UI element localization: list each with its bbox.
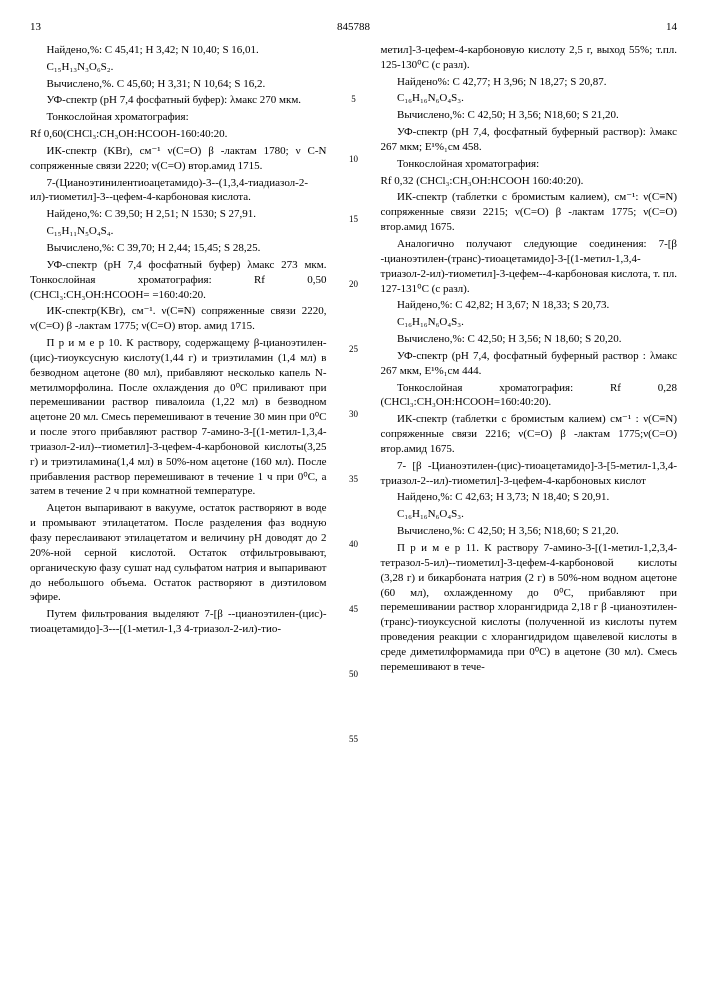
line-marker: 30 <box>347 408 361 420</box>
page-header: 13 845788 14 <box>30 20 677 35</box>
left-column: Найдено,%: С 45,41; Н 3,42; N 10,40; S 1… <box>30 43 327 677</box>
text-block: Найдено%: С 42,77; Н 3,96; N 18,27; S 20… <box>381 75 678 90</box>
two-column-layout: Найдено,%: С 45,41; Н 3,42; N 10,40; S 1… <box>30 43 677 677</box>
chemical-formula: С₁₅Н₁₃N₃O₆S₂. <box>30 60 327 75</box>
text-block: УФ-спектр (рН 7,4, фосфатный буферный ра… <box>381 349 678 379</box>
text-block: УФ-спектр (рН 7,4, фосфатный буферный ра… <box>381 125 678 155</box>
text-block: 7-(Цианоэтинилентиоацетамидо)-3--(1,3,4-… <box>30 176 327 206</box>
text-block: Rf 0,60(СНСl₃:СН₃ОН:НСООН-160:40:20. <box>30 127 327 142</box>
text-block: ИК-спектр(KBr), см⁻¹. ν(С≡N) сопряженные… <box>30 304 327 334</box>
line-number-gutter: 5 10 15 20 25 30 35 40 45 50 55 <box>347 43 361 677</box>
line-marker: 45 <box>347 603 361 615</box>
text-block: Найдено,%: С 42,82; Н 3,67; N 18,33; S 2… <box>381 298 678 313</box>
line-marker: 25 <box>347 343 361 355</box>
chemical-formula: С₁₆Н₁₆N₆O₄S₃. <box>381 315 678 330</box>
line-marker: 10 <box>347 153 361 165</box>
text-block: Найдено,%: С 42,63; Н 3,73; N 18,40; S 2… <box>381 490 678 505</box>
text-block: УФ-спектр (рН 7,4 фосфатный буфер) λмакс… <box>30 258 327 303</box>
text-block: 7- [β -Цианоэтилен-(цис)-тиоацетамидо]-3… <box>381 459 678 489</box>
line-marker: 15 <box>347 213 361 225</box>
text-block: метил]-3-цефем-4-карбоновую кислоту 2,5 … <box>381 43 678 73</box>
line-marker: 20 <box>347 278 361 290</box>
text-block: ИК-спектр (KBr), см⁻¹ ν(С=О) β -лактам 1… <box>30 144 327 174</box>
text-block: Вычислено,%: С 42,50; Н 3,56; N18,60; S … <box>381 108 678 123</box>
text-block: Тонкослойная хроматография: <box>30 110 327 125</box>
text-block: Вычислено,%: С 39,70; Н 2,44; 15,45; S 2… <box>30 241 327 256</box>
text-block: УФ-спектр (рН 7,4 фосфатный буфер): λмак… <box>30 93 327 108</box>
line-marker: 50 <box>347 668 361 680</box>
text-block: Вычислено,%. С 45,60; Н 3,31; N 10,64; S… <box>30 77 327 92</box>
text-block: Вычислено,%: С 42,50; Н 3,56; N 18,60; S… <box>381 332 678 347</box>
text-block: Rf 0,32 (СНСl₃:СН₃ОН:НСООН 160:40:20). <box>381 174 678 189</box>
text-block: ИК-спектр (таблетки с бромистым калием),… <box>381 190 678 235</box>
text-block: П р и м е р 11. К раствору 7-амино-3-[(1… <box>381 541 678 675</box>
chemical-formula: С₁₆Н₁₆N₆O₄S₃. <box>381 91 678 106</box>
text-block: Аналогично получают следующие соединения… <box>381 237 678 296</box>
line-marker: 40 <box>347 538 361 550</box>
text-block: Найдено,%: С 39,50; Н 2,51; N 1530; S 27… <box>30 207 327 222</box>
line-marker: 35 <box>347 473 361 485</box>
chemical-formula: С₁₅Н₁₁N₅O₄S₄. <box>30 224 327 239</box>
line-marker: 5 <box>347 93 361 105</box>
text-block: Тонкослойная хроматография: <box>381 157 678 172</box>
chemical-formula: С₁₆Н₁₆N₆O₄S₃. <box>381 507 678 522</box>
text-block: Вычислено,%: С 42,50; Н 3,56; N18,60; S … <box>381 524 678 539</box>
text-block: Найдено,%: С 45,41; Н 3,42; N 10,40; S 1… <box>30 43 327 58</box>
text-block: П р и м е р 10. К раствору, содержащему … <box>30 336 327 499</box>
text-block: Тонкослойная хроматография: Rf 0,28 (СНС… <box>381 381 678 411</box>
page-left-number: 13 <box>30 20 41 35</box>
right-column: метил]-3-цефем-4-карбоновую кислоту 2,5 … <box>381 43 678 677</box>
text-block: ИК-спектр (таблетки с бромистым калием) … <box>381 412 678 457</box>
line-marker: 55 <box>347 733 361 745</box>
text-block: Путем фильтрования выделяют 7-[β --циано… <box>30 607 327 637</box>
text-block: Ацетон выпаривают в вакууме, остаток рас… <box>30 501 327 605</box>
document-number: 845788 <box>41 20 666 35</box>
page-right-number: 14 <box>666 20 677 35</box>
